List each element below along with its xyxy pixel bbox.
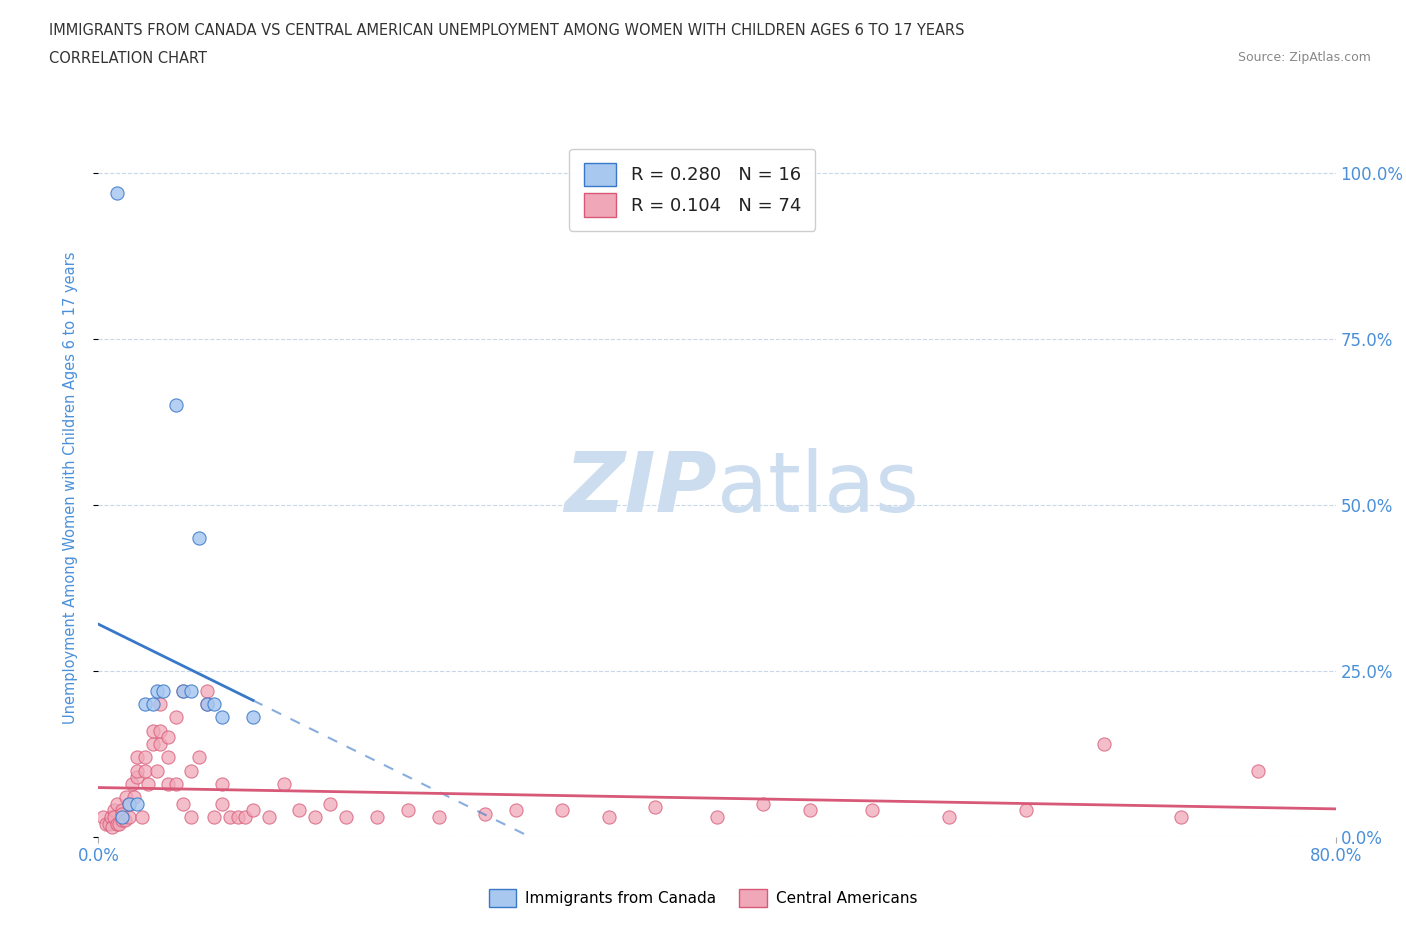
Point bbox=[118, 810, 141, 825]
Point bbox=[103, 803, 125, 817]
Text: CORRELATION CHART: CORRELATION CHART bbox=[49, 51, 207, 66]
Point bbox=[134, 697, 156, 711]
Point bbox=[142, 697, 165, 711]
Point bbox=[242, 710, 264, 724]
Point bbox=[799, 803, 821, 817]
Point bbox=[195, 684, 218, 698]
Point bbox=[188, 750, 211, 764]
Point bbox=[118, 796, 141, 811]
Point bbox=[152, 684, 174, 698]
Point bbox=[235, 810, 257, 825]
Point bbox=[165, 398, 187, 413]
Point bbox=[111, 810, 134, 825]
Point bbox=[257, 810, 280, 825]
Point bbox=[211, 796, 233, 811]
Point bbox=[860, 803, 883, 817]
Point bbox=[219, 810, 242, 825]
Point bbox=[180, 810, 202, 825]
Point bbox=[136, 777, 159, 791]
Point bbox=[122, 790, 145, 804]
Point bbox=[505, 803, 527, 817]
Point bbox=[142, 724, 165, 738]
Point bbox=[127, 764, 149, 778]
Point bbox=[195, 697, 218, 711]
Point bbox=[111, 803, 134, 817]
Point bbox=[173, 796, 195, 811]
Point bbox=[103, 810, 125, 825]
Point bbox=[105, 796, 128, 811]
Point bbox=[752, 796, 775, 811]
Point bbox=[474, 806, 496, 821]
Point bbox=[165, 777, 187, 791]
Point bbox=[226, 810, 249, 825]
Point bbox=[115, 790, 138, 804]
Point bbox=[180, 764, 202, 778]
Point bbox=[551, 803, 574, 817]
Point bbox=[127, 750, 149, 764]
Point bbox=[598, 810, 620, 825]
Point bbox=[204, 697, 226, 711]
Point bbox=[195, 697, 218, 711]
Point bbox=[319, 796, 342, 811]
Point bbox=[146, 684, 169, 698]
Point bbox=[146, 764, 169, 778]
Point bbox=[242, 803, 264, 817]
Point bbox=[211, 710, 233, 724]
Text: atlas: atlas bbox=[717, 447, 918, 529]
Point bbox=[427, 810, 450, 825]
Point bbox=[1015, 803, 1038, 817]
Point bbox=[111, 806, 134, 821]
Point bbox=[335, 810, 357, 825]
Point bbox=[273, 777, 295, 791]
Text: ZIP: ZIP bbox=[564, 447, 717, 529]
Point bbox=[706, 810, 728, 825]
Point bbox=[1247, 764, 1270, 778]
Point bbox=[91, 810, 114, 825]
Point bbox=[114, 813, 136, 828]
Point bbox=[157, 777, 180, 791]
Point bbox=[131, 810, 153, 825]
Point bbox=[107, 817, 129, 831]
Point bbox=[204, 810, 226, 825]
Point bbox=[101, 819, 124, 834]
Point bbox=[142, 737, 165, 751]
Point bbox=[121, 777, 143, 791]
Point bbox=[105, 185, 128, 200]
Point bbox=[938, 810, 960, 825]
Point bbox=[1092, 737, 1115, 751]
Point bbox=[134, 764, 156, 778]
Point bbox=[165, 710, 187, 724]
Point bbox=[149, 724, 172, 738]
Point bbox=[173, 684, 195, 698]
Point bbox=[100, 810, 122, 825]
Text: IMMIGRANTS FROM CANADA VS CENTRAL AMERICAN UNEMPLOYMENT AMONG WOMEN WITH CHILDRE: IMMIGRANTS FROM CANADA VS CENTRAL AMERIC… bbox=[49, 23, 965, 38]
Point bbox=[366, 810, 388, 825]
Point bbox=[304, 810, 326, 825]
Point bbox=[211, 777, 233, 791]
Point bbox=[134, 750, 156, 764]
Point bbox=[188, 531, 211, 546]
Legend: R = 0.280   N = 16, R = 0.104   N = 74: R = 0.280 N = 16, R = 0.104 N = 74 bbox=[569, 149, 815, 231]
Legend: Immigrants from Canada, Central Americans: Immigrants from Canada, Central American… bbox=[482, 884, 924, 913]
Point bbox=[644, 800, 666, 815]
Point bbox=[288, 803, 311, 817]
Point bbox=[396, 803, 419, 817]
Point bbox=[105, 817, 128, 831]
Point bbox=[127, 770, 149, 785]
Point bbox=[111, 813, 134, 828]
Point bbox=[1170, 810, 1192, 825]
Point bbox=[96, 817, 118, 831]
Point bbox=[149, 697, 172, 711]
Text: Source: ZipAtlas.com: Source: ZipAtlas.com bbox=[1237, 51, 1371, 64]
Point bbox=[127, 796, 149, 811]
Point bbox=[98, 817, 121, 831]
Y-axis label: Unemployment Among Women with Children Ages 6 to 17 years: Unemployment Among Women with Children A… bbox=[63, 252, 77, 724]
Point bbox=[157, 730, 180, 745]
Point bbox=[118, 796, 141, 811]
Point bbox=[173, 684, 195, 698]
Point bbox=[180, 684, 202, 698]
Point bbox=[157, 750, 180, 764]
Point bbox=[149, 737, 172, 751]
